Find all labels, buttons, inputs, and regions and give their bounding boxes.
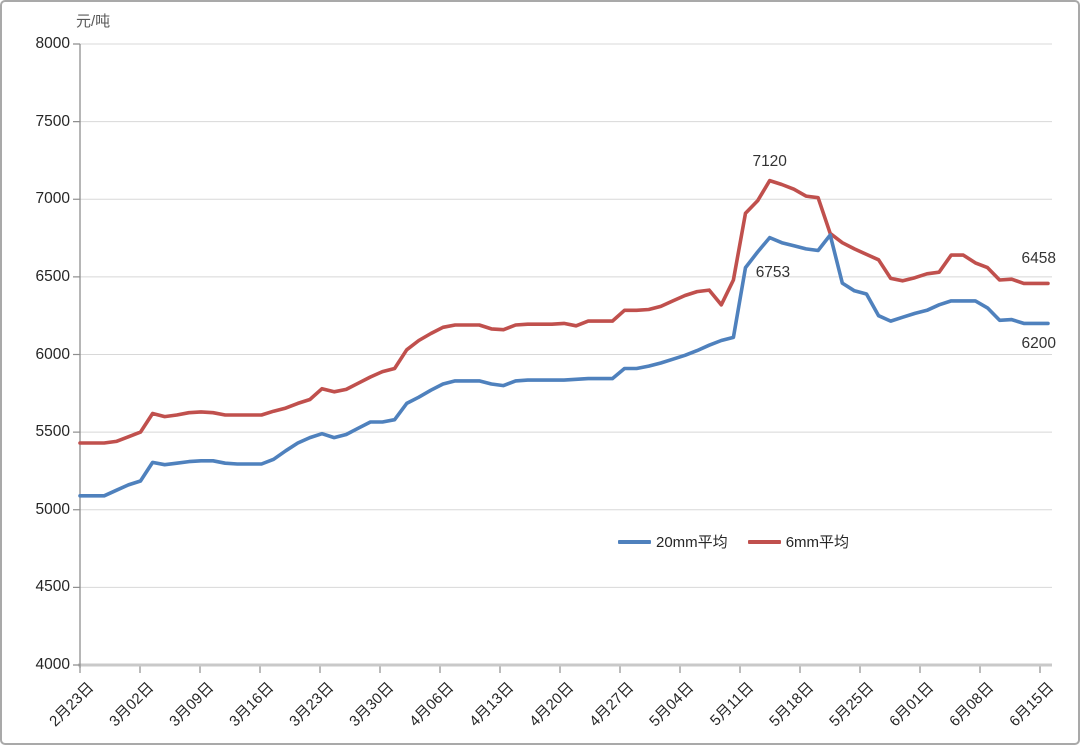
point-value-annotation: 6458: [1021, 250, 1056, 268]
y-tick-label: 4500: [35, 578, 70, 596]
point-value-annotation: 7120: [752, 152, 787, 170]
point-value-annotation: 6200: [1021, 335, 1056, 353]
legend-item-20mm: 20mm平均: [618, 531, 728, 552]
y-tick-label: 7000: [35, 190, 70, 208]
y-tick-label: 6500: [35, 267, 70, 285]
y-tick-label: 5000: [35, 500, 70, 518]
series-line-6mm平均: [78, 178, 1050, 445]
y-tick-label: 4000: [35, 656, 70, 673]
y-axis-unit-label: 元/吨: [76, 13, 111, 30]
y-tick-label: 5500: [35, 423, 70, 441]
series-line-20mm平均: [78, 233, 1050, 498]
legend-label-20mm: 20mm平均: [656, 534, 728, 551]
legend-line-swatch-6mm: [747, 539, 781, 544]
legend-line-swatch-20mm: [618, 539, 651, 544]
legend-item-6mm: 6mm平均: [747, 531, 850, 552]
point-value-annotation: 6753: [755, 263, 791, 281]
y-tick-label: 7500: [35, 112, 70, 130]
y-tick-label: 8000: [35, 35, 70, 52]
chart-legend: 20mm平均 6mm平均: [618, 531, 849, 552]
y-tick-label: 6000: [35, 345, 70, 363]
legend-label-6mm: 6mm平均: [785, 534, 850, 551]
